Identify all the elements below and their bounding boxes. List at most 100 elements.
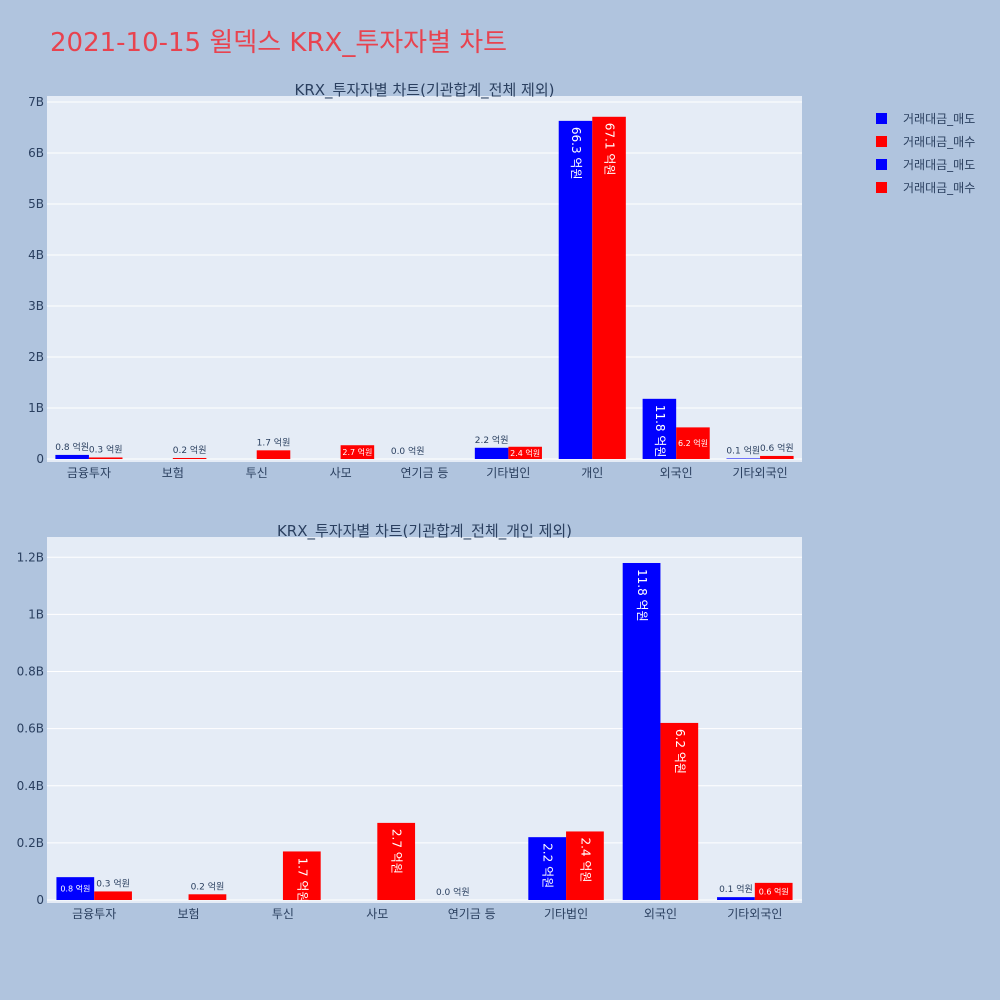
bar (377, 822, 416, 900)
bar (592, 116, 626, 459)
y-tick-label: 0.4B (17, 779, 44, 793)
legend: 거래대금_매도 거래대금_매수 거래대금_매도 거래대금_매수 (876, 107, 975, 199)
x-tick-label: 사모 (330, 466, 352, 480)
y-tick-label: 7B (28, 95, 44, 109)
bar (188, 894, 227, 900)
bar (55, 454, 89, 459)
bar (660, 722, 699, 900)
bar (717, 897, 755, 900)
bar (642, 398, 677, 459)
bar (760, 455, 794, 459)
legend-label: 거래대금_매도 (903, 158, 976, 172)
data-label: 2.7 억원 (390, 829, 404, 874)
legend-swatch (876, 182, 887, 193)
bar (56, 877, 95, 900)
data-label: 0.0 억원 (436, 886, 470, 898)
data-label: 0.2 억원 (191, 880, 225, 892)
legend-item[interactable]: 거래대금_매수 (876, 130, 975, 153)
data-label: 67.1 억원 (603, 123, 617, 176)
plot-area (47, 96, 802, 462)
data-label: 66.3 억원 (569, 127, 583, 180)
legend-item[interactable]: 거래대금_매도 (876, 153, 975, 176)
y-tick-label: 1B (28, 401, 44, 415)
data-label: 11.8 억원 (653, 405, 667, 458)
data-label: 1.7 억원 (295, 857, 309, 902)
data-label: 0.1 억원 (719, 883, 753, 895)
x-tick-label: 기타법인 (544, 907, 588, 921)
chart-title: KRX_투자자별 차트(기관합계_전체_개인 제외) (277, 522, 572, 541)
x-tick-label: 보험 (162, 466, 184, 480)
x-tick-label: 외국인 (644, 907, 677, 921)
legend-swatch (876, 159, 887, 170)
data-label: 0.2 억원 (173, 444, 207, 456)
bar (340, 445, 375, 459)
data-label: 2.4 억원 (578, 837, 592, 882)
x-tick-label: 기타법인 (486, 466, 530, 480)
legend-swatch (876, 136, 887, 147)
legend-item[interactable]: 거래대금_매도 (876, 107, 975, 130)
bar (88, 457, 123, 459)
x-tick-label: 사모 (366, 907, 388, 921)
x-tick-label: 투신 (246, 466, 268, 480)
x-tick-label: 금융투자 (72, 907, 116, 921)
data-label: 2.2 억원 (541, 843, 555, 888)
data-label: 6.2 억원 (673, 729, 687, 774)
data-label: 0.6 억원 (760, 442, 794, 454)
y-tick-label: 1B (28, 607, 44, 621)
bar (172, 457, 207, 459)
data-label: 6.2 억원 (678, 438, 708, 448)
data-label: 0.0 억원 (391, 445, 425, 457)
x-tick-label: 연기금 등 (401, 466, 449, 480)
y-tick-label: 3B (28, 299, 44, 313)
data-label: 0.8 억원 (55, 441, 89, 453)
data-label: 0.6 억원 (759, 886, 789, 896)
y-tick-label: 0.2B (17, 836, 44, 850)
x-tick-label: 보험 (178, 907, 200, 921)
data-label: 0.8 억원 (60, 884, 90, 894)
bar (474, 447, 509, 459)
bar (566, 831, 604, 900)
bar (676, 427, 710, 459)
data-label: 2.4 억원 (510, 448, 540, 458)
y-tick-label: 0 (36, 893, 44, 907)
legend-swatch (876, 113, 887, 124)
data-label: 2.7 억원 (342, 447, 372, 457)
bar (558, 120, 593, 460)
bar (754, 882, 793, 900)
bar (622, 562, 661, 900)
x-tick-label: 기타외국인 (732, 466, 787, 480)
legend-label: 거래대금_매수 (903, 135, 976, 149)
x-tick-label: 연기금 등 (448, 907, 496, 921)
data-label: 1.7 억원 (257, 436, 291, 448)
y-tick-label: 0.8B (17, 665, 44, 679)
bar (94, 891, 132, 900)
bar (508, 446, 542, 459)
x-tick-label: 외국인 (660, 466, 693, 480)
x-tick-label: 투신 (272, 907, 294, 921)
bar (726, 458, 761, 459)
y-tick-label: 0.6B (17, 722, 44, 736)
bar (528, 837, 567, 900)
data-label: 0.3 억원 (96, 877, 130, 889)
y-tick-label: 0 (36, 452, 44, 466)
y-tick-label: 2B (28, 350, 44, 364)
y-tick-label: 5B (28, 197, 44, 211)
x-tick-label: 기타외국인 (727, 907, 782, 921)
x-tick-label: 금융투자 (67, 466, 111, 480)
data-label: 0.3 억원 (89, 443, 123, 455)
legend-label: 거래대금_매도 (903, 112, 976, 126)
page-title: 2021-10-15 윌덱스 KRX_투자자별 차트 (50, 28, 508, 58)
data-label: 11.8 억원 (635, 569, 649, 622)
bar (256, 450, 291, 459)
legend-label: 거래대금_매수 (903, 181, 976, 195)
y-tick-label: 6B (28, 146, 44, 160)
legend-item[interactable]: 거래대금_매수 (876, 176, 975, 199)
chart-title: KRX_투자자별 차트(기관합계_전체 제외) (295, 81, 555, 100)
data-label: 2.2 억원 (475, 434, 509, 446)
x-tick-label: 개인 (581, 466, 603, 480)
data-label: 0.1 억원 (726, 444, 760, 456)
y-tick-label: 1.2B (17, 550, 44, 564)
bar (282, 851, 321, 900)
y-tick-label: 4B (28, 248, 44, 262)
